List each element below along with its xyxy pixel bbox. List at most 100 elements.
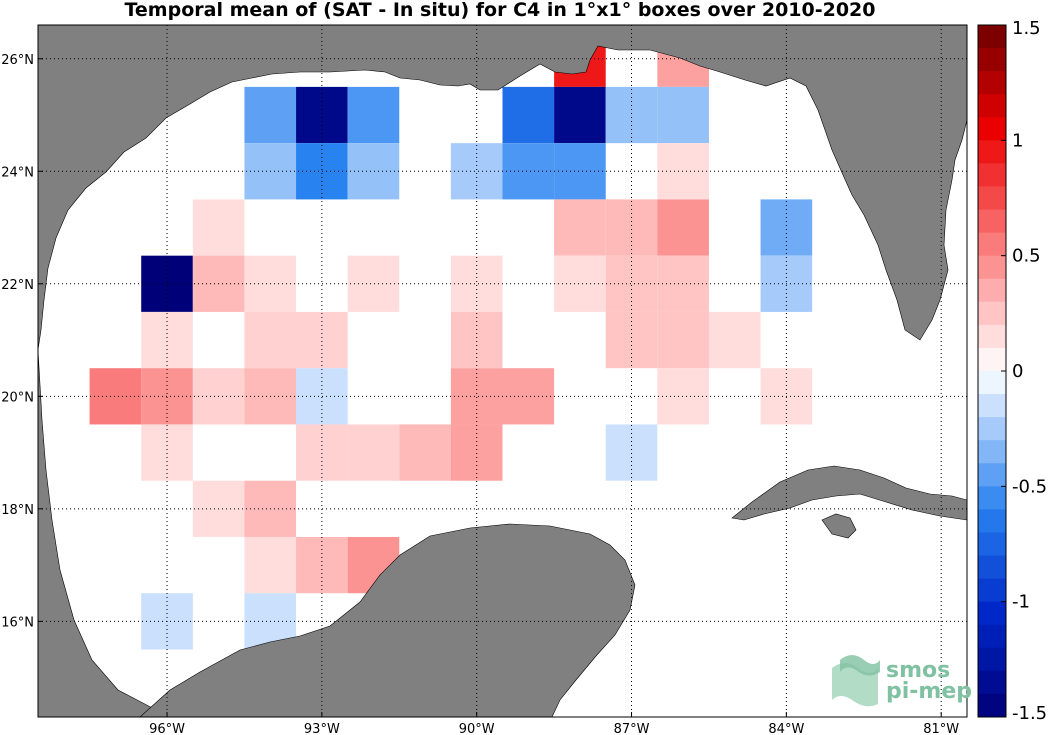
x-tick-label: 87°W <box>614 722 650 735</box>
colorbar-segment <box>978 71 1006 95</box>
colorbar-segment <box>978 509 1006 533</box>
colorbar-ticks: 1.5 1 0.5 0 -0.5 -1 -1.5 <box>1001 18 1047 724</box>
heatmap-cell <box>605 86 658 144</box>
heatmap-cell <box>89 368 142 425</box>
land-us-coast <box>38 25 967 351</box>
colorbar-segment <box>978 278 1006 303</box>
colorbar-segment <box>978 555 1006 580</box>
heatmap-cell <box>554 199 606 256</box>
y-tick-label: 26°N <box>1 53 34 68</box>
heatmap-cell <box>657 143 709 200</box>
heatmap-cell <box>554 143 606 200</box>
y-tick-label: 16°N <box>1 615 34 630</box>
heatmap-cell <box>708 311 761 369</box>
heatmap-cell <box>502 368 555 425</box>
heatmap-cell <box>296 311 348 369</box>
heatmap-cell <box>192 199 245 256</box>
colorbar-segment <box>978 48 1006 72</box>
colorbar-segment <box>978 647 1006 672</box>
heatmap-cell <box>760 199 813 256</box>
map-area <box>38 25 967 717</box>
heatmap-cell <box>554 86 606 144</box>
colorbar-tick-label: 0 <box>1012 361 1023 382</box>
land-isla-juventud <box>821 513 857 539</box>
heatmap-cell <box>296 86 348 144</box>
colorbar-segment <box>978 486 1006 510</box>
x-tick-label: 84°W <box>768 722 804 735</box>
colorbar-tick-label: 1.5 <box>1012 18 1041 39</box>
colorbar-segment <box>978 532 1006 557</box>
heatmap-cell <box>502 86 555 144</box>
heatmap-cell <box>141 368 193 425</box>
colorbar-segment <box>978 578 1006 603</box>
colorbar-segment <box>978 94 1006 118</box>
colorbar-tick-label: -1.5 <box>1012 703 1047 724</box>
colorbar-tick-label: 1 <box>1012 130 1023 151</box>
heatmap-cell <box>657 255 709 312</box>
colorbar-segment <box>978 394 1006 418</box>
heatmap-cell <box>502 143 555 200</box>
heatmap-cell <box>244 86 297 144</box>
heatmap-cell <box>657 86 709 144</box>
heatmap-cell <box>296 143 348 200</box>
colorbar-segment <box>978 693 1006 718</box>
heatmap-cell <box>657 311 709 369</box>
logo-line1: smos <box>886 658 950 683</box>
heatmap-cell <box>141 424 193 481</box>
heatmap-cell <box>399 424 451 481</box>
colorbar-segment <box>978 232 1006 257</box>
logo-line2: pi-mep <box>886 679 972 704</box>
colorbar-segment <box>978 601 1006 626</box>
heatmap-cell <box>244 536 297 594</box>
x-tick-label: 81°W <box>923 722 959 735</box>
colorbar-segment <box>978 25 1006 49</box>
heatmap-cell <box>605 424 658 481</box>
x-tick-label: 96°W <box>149 722 185 735</box>
y-tick-label: 24°N <box>1 165 34 180</box>
colorbar-segment <box>978 417 1006 441</box>
x-tick-label: 93°W <box>304 722 340 735</box>
colorbar-segment <box>978 163 1006 187</box>
colorbar-segment <box>978 186 1006 211</box>
heatmap-cell <box>450 424 503 481</box>
colorbar-tick-label: -0.5 <box>1012 476 1047 497</box>
y-axis-ticks: 16°N 18°N 20°N 22°N 24°N 26°N <box>1 53 43 630</box>
land-masses <box>38 25 967 717</box>
heatmap-cell <box>141 311 193 369</box>
y-tick-label: 22°N <box>1 278 34 293</box>
heatmap-cells <box>89 30 813 650</box>
land-mexico-west <box>38 349 201 717</box>
heatmap-cell <box>347 143 400 200</box>
heatmap-cell <box>450 143 503 200</box>
heatmap-cell <box>296 424 348 481</box>
colorbar-segment <box>978 301 1006 326</box>
heatmap-cell <box>554 255 606 312</box>
x-tick-label: 90°W <box>459 722 495 735</box>
heatmap-cell <box>141 255 193 312</box>
colorbar-tick-label: 0.5 <box>1012 246 1041 267</box>
heatmap-cell <box>347 86 400 144</box>
heatmap-cell <box>605 199 658 256</box>
colorbar-segment <box>978 347 1006 372</box>
colorbar-segment <box>978 670 1006 695</box>
plot-frame <box>37 24 968 718</box>
smos-pi-mep-logo: smos pi-mep <box>832 655 972 707</box>
y-tick-label: 18°N <box>1 503 34 518</box>
colorbar-segment <box>978 140 1006 164</box>
colorbar <box>977 24 1007 718</box>
heatmap-cell <box>605 311 658 369</box>
colorbar-segment <box>978 624 1006 649</box>
x-axis-ticks: 96°W 93°W 90°W 87°W 84°W 81°W <box>149 712 959 735</box>
colorbar-segment <box>978 324 1006 349</box>
colorbar-segment <box>978 209 1006 234</box>
y-tick-label: 20°N <box>1 390 34 405</box>
heatmap-cell <box>347 255 400 312</box>
heatmap-cell <box>657 199 709 256</box>
heatmap-cell <box>244 311 297 369</box>
heatmap-cell <box>296 368 348 425</box>
colorbar-segment <box>978 117 1006 141</box>
heatmap-cell <box>657 368 709 425</box>
heatmap-cell <box>605 255 658 312</box>
chart-title: Temporal mean of (SAT - In situ) for C4 … <box>124 0 875 21</box>
